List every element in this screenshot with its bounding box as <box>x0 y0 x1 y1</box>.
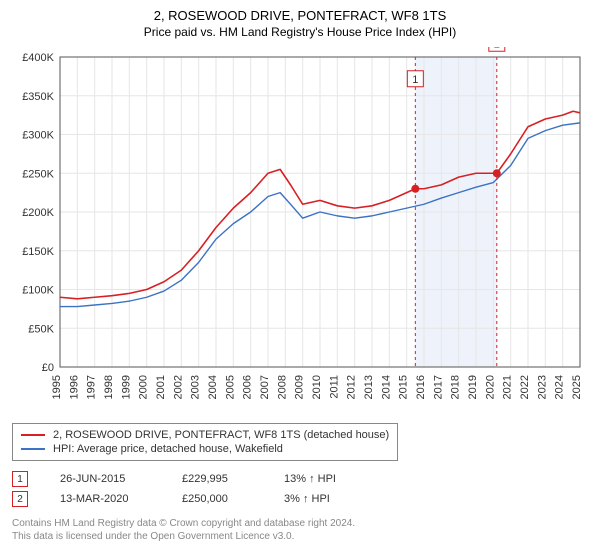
svg-text:2005: 2005 <box>224 375 236 399</box>
svg-text:2006: 2006 <box>242 375 254 399</box>
svg-text:2017: 2017 <box>432 375 444 399</box>
svg-text:2009: 2009 <box>294 375 306 399</box>
svg-text:2022: 2022 <box>519 375 531 399</box>
svg-text:1995: 1995 <box>51 375 63 399</box>
footer-line-2: This data is licensed under the Open Gov… <box>12 530 588 543</box>
svg-text:2: 2 <box>494 47 500 50</box>
svg-text:1998: 1998 <box>103 375 115 399</box>
svg-text:£250K: £250K <box>22 168 54 180</box>
svg-text:2008: 2008 <box>276 375 288 399</box>
chart-area: £0 £50K £100K £150K £200K £250K £300K £350K £400… <box>12 47 588 417</box>
chart-title: 2, ROSEWOOD DRIVE, PONTEFRACT, WF8 1TS <box>12 8 588 23</box>
svg-text:£50K: £50K <box>28 323 54 335</box>
svg-text:2020: 2020 <box>484 375 496 399</box>
legend-box: 2, ROSEWOOD DRIVE, PONTEFRACT, WF8 1TS (… <box>12 423 398 461</box>
svg-text:1996: 1996 <box>68 375 80 399</box>
sale-marker: 1 <box>12 471 28 487</box>
svg-text:£0: £0 <box>42 362 54 374</box>
sales-table: 1 26-JUN-2015 £229,995 13% ↑ HPI 2 13-MAR-202… <box>12 469 588 509</box>
svg-text:2023: 2023 <box>536 375 548 399</box>
legend-swatch <box>21 448 45 450</box>
legend-item: 2, ROSEWOOD DRIVE, PONTEFRACT, WF8 1TS (… <box>21 428 389 442</box>
svg-text:2016: 2016 <box>415 375 427 399</box>
svg-text:£300K: £300K <box>22 130 54 142</box>
legend-item: HPI: Average price, detached house, Wake… <box>21 442 389 456</box>
sale-date: 13-MAR-2020 <box>60 493 150 505</box>
svg-text:2007: 2007 <box>259 375 271 399</box>
svg-text:£400K: £400K <box>22 52 54 64</box>
svg-text:2002: 2002 <box>172 375 184 399</box>
svg-text:2004: 2004 <box>207 375 219 399</box>
line-chart: £0 £50K £100K £150K £200K £250K £300K £350K £400… <box>12 47 588 417</box>
footer-line-1: Contains HM Land Registry data © Crown c… <box>12 517 588 530</box>
svg-text:£350K: £350K <box>22 91 54 103</box>
sale-row: 2 13-MAR-2020 £250,000 3% ↑ HPI <box>12 489 588 509</box>
svg-text:1997: 1997 <box>86 375 98 399</box>
sale-price: £250,000 <box>182 493 252 505</box>
legend-swatch <box>21 434 45 436</box>
svg-text:2014: 2014 <box>380 375 392 399</box>
footer-text: Contains HM Land Registry data © Crown c… <box>12 517 588 543</box>
svg-text:2000: 2000 <box>138 375 150 399</box>
svg-text:£150K: £150K <box>22 246 54 258</box>
svg-text:£100K: £100K <box>22 285 54 297</box>
page-container: 2, ROSEWOOD DRIVE, PONTEFRACT, WF8 1TS P… <box>0 0 600 549</box>
sale-diff: 3% ↑ HPI <box>284 493 330 505</box>
sale-date: 26-JUN-2015 <box>60 473 150 485</box>
svg-text:2012: 2012 <box>346 375 358 399</box>
svg-text:2015: 2015 <box>398 375 410 399</box>
svg-text:2011: 2011 <box>328 375 340 399</box>
sale-diff: 13% ↑ HPI <box>284 473 336 485</box>
legend-label: HPI: Average price, detached house, Wake… <box>53 443 283 455</box>
svg-text:2018: 2018 <box>450 375 462 399</box>
svg-text:2010: 2010 <box>311 375 323 399</box>
svg-text:1: 1 <box>412 74 418 86</box>
chart-subtitle: Price paid vs. HM Land Registry's House … <box>12 25 588 39</box>
svg-text:2001: 2001 <box>155 375 167 399</box>
sale-price: £229,995 <box>182 473 252 485</box>
sale-row: 1 26-JUN-2015 £229,995 13% ↑ HPI <box>12 469 588 489</box>
sale-marker: 2 <box>12 491 28 507</box>
svg-text:2013: 2013 <box>363 375 375 399</box>
svg-text:2024: 2024 <box>554 375 566 399</box>
svg-text:2025: 2025 <box>571 375 583 399</box>
svg-text:2003: 2003 <box>190 375 202 399</box>
svg-text:1999: 1999 <box>120 375 132 399</box>
svg-text:2019: 2019 <box>467 375 479 399</box>
svg-text:2021: 2021 <box>502 375 514 399</box>
legend-label: 2, ROSEWOOD DRIVE, PONTEFRACT, WF8 1TS (… <box>53 429 389 441</box>
svg-text:£200K: £200K <box>22 207 54 219</box>
